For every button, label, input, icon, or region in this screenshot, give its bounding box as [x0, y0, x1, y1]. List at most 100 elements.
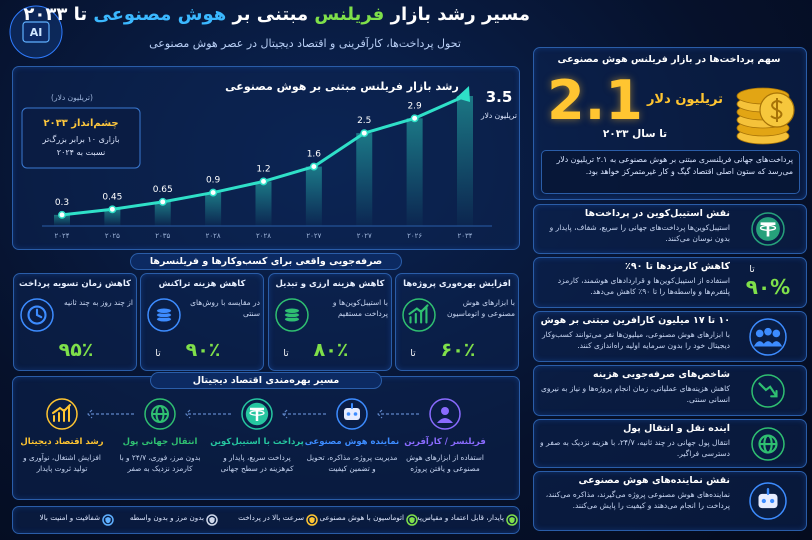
saving-text: با استیبل‌کوین‌ها و پرداخت مستقیم — [332, 298, 388, 318]
icon — [506, 514, 518, 526]
data-point — [360, 129, 369, 138]
data-point — [158, 197, 167, 206]
data-point — [108, 205, 117, 214]
saving-title: کاهش هزینه تراکنش — [158, 279, 246, 289]
callout-line: نسبت به ۲۰۲۴ — [57, 148, 105, 157]
icon — [46, 398, 78, 430]
icon-ring — [751, 373, 785, 408]
coin-sign — [770, 98, 783, 122]
saving-card — [268, 273, 392, 371]
icon-shape — [762, 340, 774, 346]
value-label: 0.9 — [206, 176, 221, 186]
flow-arrow — [377, 409, 419, 419]
icon-shape — [441, 407, 449, 415]
feature-title: ۱۰ تا ۱۷ میلیون کارآفرین مبتنی بر هوش مص… — [540, 315, 730, 326]
saving-text: از چند روز به چند ثانیه — [63, 298, 133, 307]
hero-unit: تریلیون دلار — [646, 92, 724, 107]
page-title: مسیر رشد بازار فریلنس مبتنی بر هوش مصنوع… — [23, 4, 530, 32]
icon-shape — [353, 412, 358, 416]
x-tick-label: ۲۰۳۴ — [457, 232, 472, 240]
icon-shape — [770, 498, 775, 504]
icon — [429, 398, 461, 430]
chart-unit: (تریلیون دلار) — [51, 93, 93, 102]
value-label: 2.5 — [357, 116, 371, 126]
logo-text: AI — [30, 26, 43, 39]
icon — [749, 482, 787, 520]
icon — [402, 298, 436, 332]
value-label: 0.3 — [55, 198, 69, 208]
saving-value: ۹۰٪ — [185, 339, 221, 361]
icon-shape — [309, 517, 315, 524]
icon-shape — [758, 382, 778, 397]
flow-step-title: انتقال جهانی پول — [122, 437, 198, 447]
icon-shape — [759, 224, 777, 231]
hero-until: تا سال ۲۰۳۳ — [602, 128, 668, 140]
icon-ring — [749, 317, 787, 356]
icon-shape — [764, 327, 772, 335]
title-part: هوش مصنوعی — [93, 4, 227, 25]
flow-step-text: افزایش اشتغال، نوآوری و تولید ثروت پایدا… — [23, 453, 101, 473]
flow-step-title: نماینده هوش مصنوعی — [304, 437, 400, 447]
coin-stack — [736, 87, 795, 145]
icon — [406, 514, 418, 526]
saving-title: افزایش بهره‌وری پروژه‌ها — [403, 279, 511, 289]
flow-arrow — [282, 409, 326, 419]
icon-shape — [509, 517, 515, 524]
arrow-head — [456, 86, 470, 102]
icon-shape — [761, 498, 766, 504]
icon-shape — [772, 329, 781, 337]
glow-bar — [356, 133, 373, 226]
badge-prefix: تا — [749, 264, 755, 275]
chart-title: رشد بازار فریلنس مبتنی بر هوش مصنوعی — [225, 80, 459, 93]
icon — [147, 298, 181, 332]
flow-panel — [12, 376, 520, 500]
feature-text: استیبل‌کوین‌ها پرداخت‌های جهانی را سریع،… — [549, 223, 730, 243]
icon — [749, 317, 787, 356]
footer-item: شفافیت و امنیت بالا — [39, 513, 100, 522]
end-unit: تریلیون دلار — [480, 111, 517, 120]
icon-shape — [35, 308, 43, 319]
icon-shape — [52, 404, 71, 422]
saving-title: کاهش زمان تسویه پرداخت — [19, 279, 131, 289]
icon-shape — [408, 304, 429, 324]
callout-line: بازاری ۱۰ برابر بزرگ‌تر — [42, 134, 120, 144]
hero-description: پرداخت‌های جهانی فریلنسری مبتنی بر هوش م… — [541, 150, 800, 194]
value-label: 2.9 — [407, 101, 422, 111]
feature-text: با ابزارهای هوش مصنوعی، میلیون‌ها نفر می… — [542, 330, 730, 350]
glow-bar — [54, 214, 70, 226]
glow-bar — [205, 192, 222, 226]
icon-ring — [402, 298, 436, 332]
subtitle: تحول پرداخت‌ها، کارآفرینی و اقتصاد دیجیت… — [149, 37, 461, 50]
icon-shape — [755, 329, 764, 337]
title-part: مسیر رشد بازار — [384, 4, 530, 25]
glow-bar — [305, 166, 322, 226]
feature-title: کاهش کارمزدها تا ۹۰٪ — [625, 261, 730, 272]
feature-title: شاخص‌های صرفه‌جویی هزینه — [593, 369, 730, 380]
callout-title: چشم‌انداز ۲۰۳۳ — [43, 118, 118, 129]
saving-text: با ابزارهای هوش مصنوعی و اتوماسیون — [446, 298, 515, 318]
footer-item: اتوماسیون با هوش مصنوعی — [319, 513, 405, 522]
feature-title: آینده نقل و انتقال پول — [623, 423, 730, 434]
icon-ring — [46, 398, 78, 430]
flow-step-title: رشد اقتصاد دیجیتال — [20, 437, 104, 447]
flow-step-text: بدون مرز، فوری، ۲۴/۷ و با کارمزد نزدیک ب… — [119, 453, 201, 473]
feature-title: نقش نماینده‌های هوش مصنوعی — [578, 475, 731, 486]
icon-shape — [249, 410, 265, 416]
saving-card — [395, 273, 519, 371]
glow-bar — [154, 201, 171, 226]
icon-shape — [209, 517, 215, 524]
icon — [751, 373, 785, 408]
x-tick-label: ۲۰۳۵ — [155, 232, 170, 240]
value-label: 0.65 — [153, 185, 173, 195]
icon — [275, 298, 309, 332]
saving-value: ۸۰٪ — [313, 339, 349, 361]
icon — [336, 398, 368, 430]
data-point — [209, 188, 218, 197]
saving-text: در مقایسه با روش‌های سنتی — [190, 298, 260, 318]
feature-text: کاهش هزینه‌های عملیاتی، زمان انجام پروژه… — [541, 384, 730, 404]
flow-arrows — [87, 409, 419, 419]
feature-title: نقش استیبل‌کوین در پرداخت‌ها — [584, 208, 730, 219]
footer-item: پایدار، قابل اعتماد و مقیاس‌پذیر — [418, 513, 504, 522]
icon-shape — [344, 408, 360, 420]
